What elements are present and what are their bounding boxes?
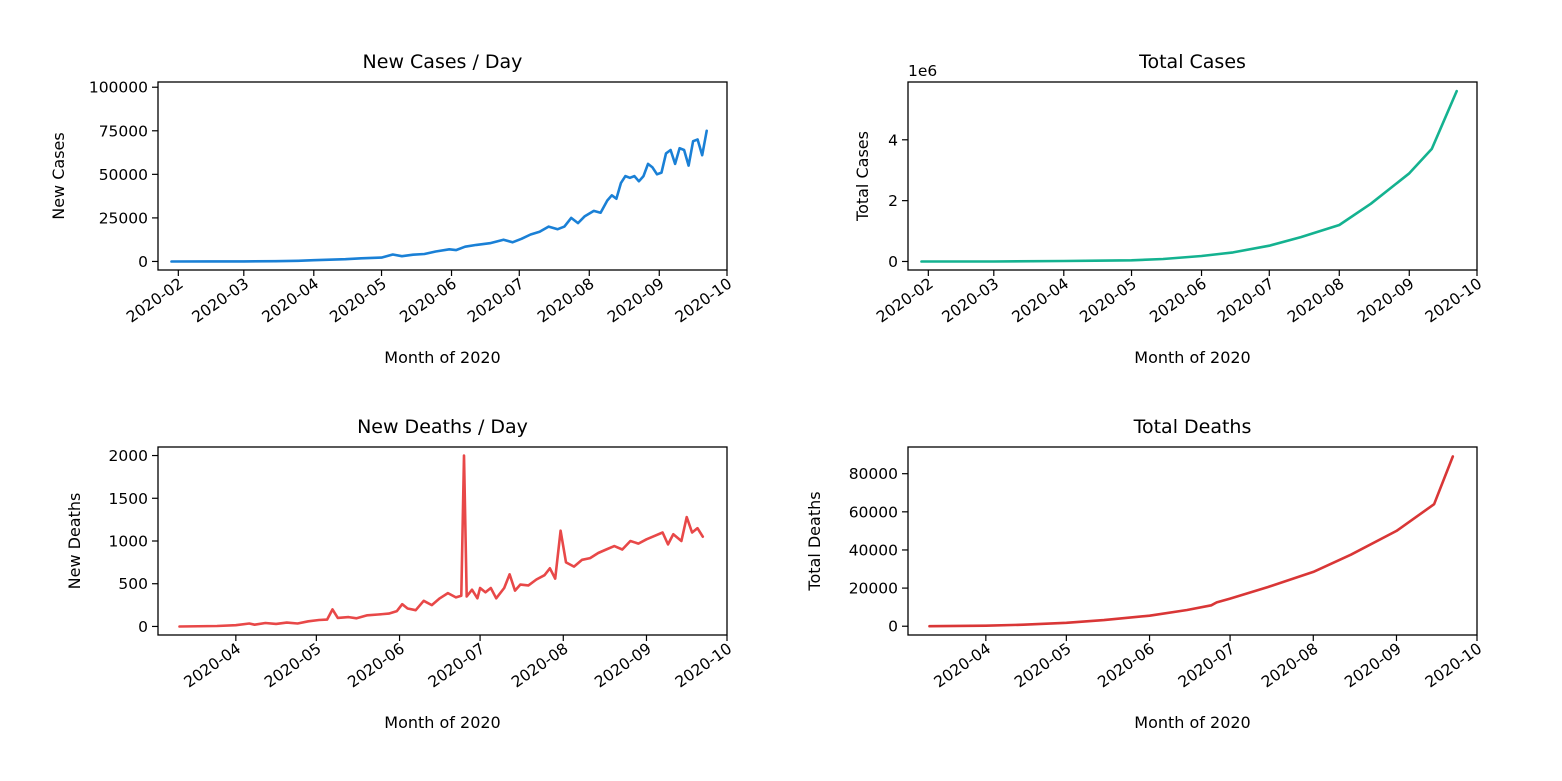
x-tick-label: 2020-08 <box>1258 640 1321 692</box>
total-cases-chart: Total Cases Month of 2020 Total Cases 1e… <box>853 51 1485 367</box>
x-tick-label: 2020-09 <box>1354 275 1417 327</box>
x-tick-label: 2020-09 <box>591 640 654 692</box>
plot-frame <box>157 81 728 271</box>
y-axis-label: New Cases <box>49 132 68 219</box>
new-deaths-chart: New Deaths / Day Month of 2020 New Death… <box>65 416 735 732</box>
y-tick-label: 0 <box>888 618 898 636</box>
series-line <box>170 129 708 263</box>
y-tick-label: 0 <box>888 253 898 271</box>
x-tick-label: 2020-10 <box>1422 275 1485 327</box>
x-tick-label: 2020-02 <box>873 275 936 327</box>
x-tick-label: 2020-04 <box>1009 275 1072 327</box>
x-tick-label: 2020-08 <box>508 640 571 692</box>
y-tick-label: 4 <box>888 131 898 149</box>
total-deaths-chart: Total Deaths Month of 2020 Total Deaths … <box>805 416 1485 732</box>
x-tick-label: 2020-10 <box>672 275 735 327</box>
plot-frame <box>157 446 728 636</box>
chart-title: Total Deaths <box>1133 416 1252 438</box>
chart-title: New Cases / Day <box>363 51 523 73</box>
x-tick-label: 2020-08 <box>534 275 597 327</box>
y-tick-label: 1000 <box>109 533 148 551</box>
y-tick-label: 20000 <box>849 580 898 598</box>
series-line <box>920 89 1458 263</box>
axis-ticks: 0 500 1000 1500 2000 2020-04 2020-05 2020-06 202… <box>109 447 736 691</box>
x-tick-label: 2020-07 <box>464 275 527 327</box>
y-tick-label: 2 <box>888 192 898 210</box>
x-tick-label: 2020-04 <box>181 640 244 692</box>
y-tick-label: 80000 <box>849 465 898 483</box>
x-tick-label: 2020-09 <box>604 275 667 327</box>
y-tick-label: 25000 <box>99 209 148 227</box>
y-tick-label: 100000 <box>89 79 148 97</box>
x-tick-label: 2020-03 <box>189 275 252 327</box>
y-tick-label: 50000 <box>99 166 148 184</box>
x-tick-label: 2020-07 <box>1175 640 1238 692</box>
x-tick-label: 2020-06 <box>344 640 407 692</box>
x-tick-label: 2020-04 <box>259 275 322 327</box>
x-tick-label: 2020-07 <box>425 640 488 692</box>
y-tick-label: 0 <box>138 618 148 636</box>
x-tick-label: 2020-02 <box>123 275 186 327</box>
x-axis-label: Month of 2020 <box>384 348 500 367</box>
x-tick-label: 2020-03 <box>939 275 1002 327</box>
x-tick-label: 2020-08 <box>1284 275 1347 327</box>
plot-frame <box>907 81 1478 271</box>
y-tick-label: 1500 <box>109 490 148 508</box>
chart-title: Total Cases <box>1138 51 1246 73</box>
x-tick-label: 2020-07 <box>1214 275 1277 327</box>
x-tick-label: 2020-05 <box>1011 640 1074 692</box>
x-tick-label: 2020-04 <box>931 640 994 692</box>
x-tick-label: 2020-06 <box>1094 640 1157 692</box>
x-axis-label: Month of 2020 <box>1134 348 1250 367</box>
plot-frame <box>907 446 1478 636</box>
x-tick-label: 2020-10 <box>1422 640 1485 692</box>
x-axis-label: Month of 2020 <box>1134 713 1250 732</box>
x-tick-label: 2020-05 <box>261 640 324 692</box>
y-tick-label: 40000 <box>849 541 898 559</box>
y-tick-label: 500 <box>118 575 148 593</box>
x-tick-label: 2020-10 <box>672 640 735 692</box>
chart-title: New Deaths / Day <box>357 416 528 438</box>
x-axis-label: Month of 2020 <box>384 713 500 732</box>
x-tick-label: 2020-05 <box>1076 275 1139 327</box>
x-tick-label: 2020-09 <box>1341 640 1404 692</box>
y-offset-label: 1e6 <box>908 62 937 80</box>
x-tick-label: 2020-05 <box>326 275 389 327</box>
y-axis-label: Total Cases <box>853 131 872 222</box>
y-axis-label: New Deaths <box>65 493 84 590</box>
y-tick-label: 75000 <box>99 122 148 140</box>
y-axis-label: Total Deaths <box>805 491 824 591</box>
y-tick-label: 0 <box>138 253 148 271</box>
y-tick-label: 2000 <box>109 447 148 465</box>
series-line <box>178 454 705 628</box>
x-tick-label: 2020-06 <box>1146 275 1209 327</box>
axis-ticks: 0 20000 40000 60000 80000 2020-04 2020-05 2020-… <box>849 465 1486 691</box>
x-tick-label: 2020-06 <box>396 275 459 327</box>
new-cases-chart: New Cases / Day Month of 2020 New Cases … <box>49 51 735 367</box>
series-line <box>928 455 1455 628</box>
y-tick-label: 60000 <box>849 503 898 521</box>
